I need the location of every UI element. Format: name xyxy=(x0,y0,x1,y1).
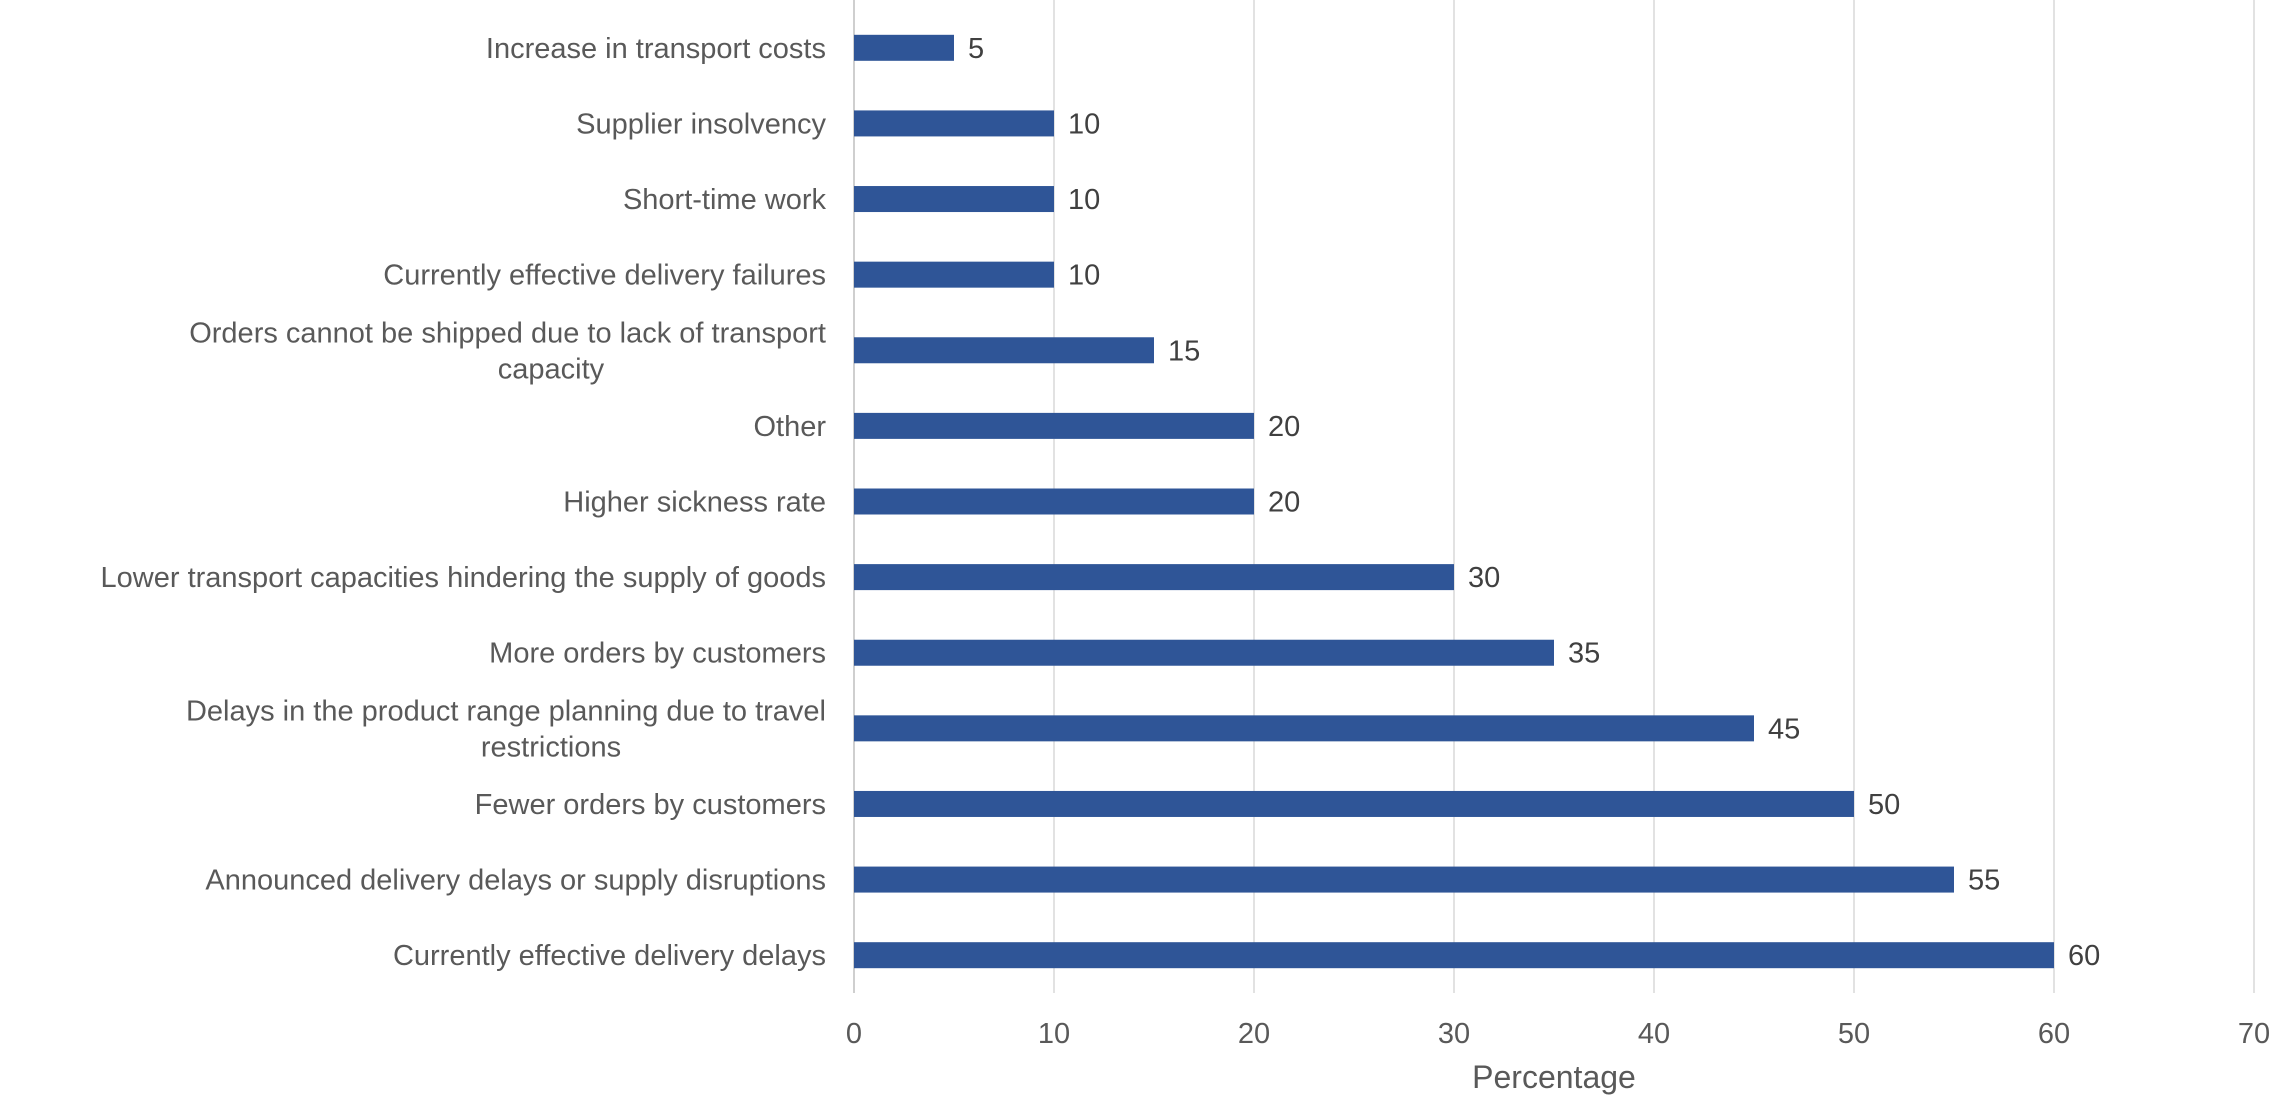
category-label: Fewer orders by customers xyxy=(475,789,826,821)
bar xyxy=(854,866,1954,893)
bar xyxy=(854,639,1554,666)
category-label: Increase in transport costs xyxy=(486,33,826,65)
bar xyxy=(854,337,1154,364)
x-tick-label: 10 xyxy=(1038,1018,1070,1050)
category-label: Short-time work xyxy=(623,184,827,216)
x-tick-label: 0 xyxy=(846,1018,862,1050)
data-label: 20 xyxy=(1268,487,1300,519)
category-label: Supplier insolvency xyxy=(576,108,826,140)
data-label: 35 xyxy=(1568,638,1600,670)
data-label: 55 xyxy=(1968,865,2000,897)
bar xyxy=(854,790,1854,817)
bars xyxy=(854,34,2054,969)
data-label: 50 xyxy=(1868,789,1900,821)
data-label: 10 xyxy=(1068,108,1100,140)
bar xyxy=(854,715,1754,742)
x-tick-labels: 0 10 20 30 40 50 60 70 xyxy=(846,1018,2270,1050)
x-tick-label: 20 xyxy=(1238,1018,1270,1050)
data-label: 5 xyxy=(968,33,984,65)
bar xyxy=(854,186,1054,213)
data-label: 30 xyxy=(1468,562,1500,594)
bar xyxy=(854,942,2054,969)
category-label: Currently effective delivery delays xyxy=(393,940,826,972)
category-label: Announced delivery delays or supply disr… xyxy=(205,865,826,897)
bar xyxy=(854,488,1254,515)
bar xyxy=(854,412,1254,439)
x-tick-label: 30 xyxy=(1438,1018,1470,1050)
data-label: 60 xyxy=(2068,940,2100,972)
data-label: 45 xyxy=(1768,713,1800,745)
data-label: 10 xyxy=(1068,260,1100,292)
x-tick-label: 70 xyxy=(2238,1018,2270,1050)
x-tick-label: 50 xyxy=(1838,1018,1870,1050)
category-label: Currently effective delivery failures xyxy=(383,260,826,292)
bar xyxy=(854,110,1054,137)
category-label: More orders by customers xyxy=(489,638,826,670)
category-label: Higher sickness rate xyxy=(563,487,826,519)
x-axis-title: Percentage xyxy=(1472,1059,1636,1095)
category-labels: Increase in transport costs Supplier inso… xyxy=(101,33,827,972)
bar xyxy=(854,34,954,61)
data-labels: 5 10 10 10 15 20 20 30 35 45 50 55 60 xyxy=(968,33,2100,972)
data-label: 10 xyxy=(1068,184,1100,216)
data-label: 20 xyxy=(1268,411,1300,443)
category-label: Lower transport capacities hindering the… xyxy=(101,562,826,594)
x-tick-label: 40 xyxy=(1638,1018,1670,1050)
category-label: Delays in the product range planning due… xyxy=(186,695,826,763)
data-label: 15 xyxy=(1168,335,1200,367)
bar xyxy=(854,564,1454,591)
bar xyxy=(854,261,1054,288)
category-label: Orders cannot be shipped due to lack of … xyxy=(189,317,826,385)
category-label: Other xyxy=(753,411,826,443)
x-tick-label: 60 xyxy=(2038,1018,2070,1050)
